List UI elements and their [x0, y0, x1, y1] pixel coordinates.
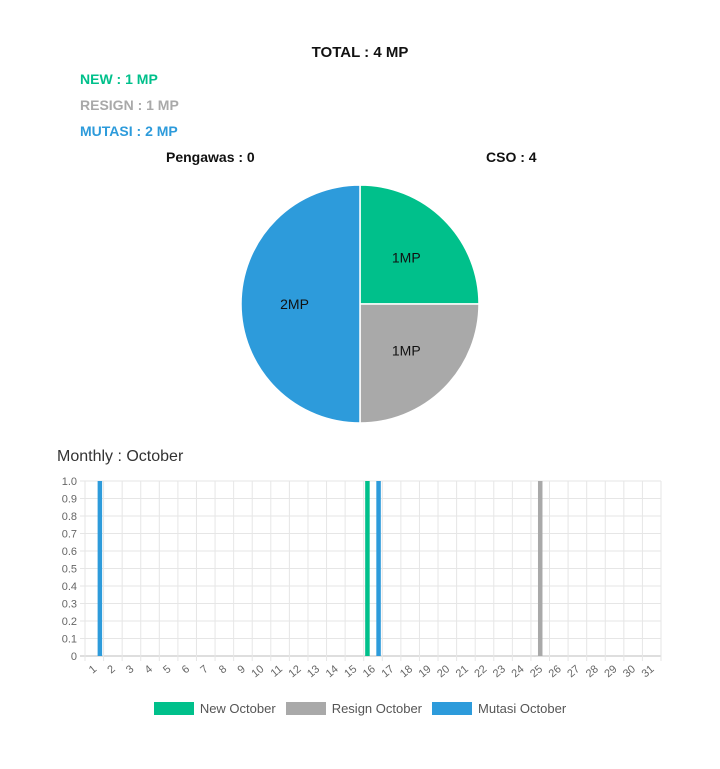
- legend-label-resign: Resign October: [331, 701, 423, 716]
- x-tick-label: 2: [105, 663, 117, 676]
- y-tick-label: 0.6: [62, 546, 77, 558]
- x-tick-label: 9: [235, 663, 247, 676]
- legend-label-mutasi: Mutasi October: [478, 701, 567, 716]
- legend-swatch-resign: [285, 702, 326, 715]
- pie-slice-new[interactable]: [359, 184, 480, 305]
- y-tick-label: 0.1: [62, 634, 77, 646]
- pie-chart: 1MP 1MP 2MP: [240, 184, 480, 424]
- pengawas-count-label: Pengawas : 0: [166, 149, 255, 165]
- x-tick-label: 18: [398, 663, 415, 680]
- pie-slice-mutasi[interactable]: [240, 184, 361, 424]
- x-tick-label: 17: [379, 663, 396, 680]
- legend-swatch-mutasi: [432, 702, 473, 715]
- cso-count-label: CSO : 4: [486, 149, 537, 165]
- pie-slice-resign[interactable]: [359, 303, 480, 424]
- x-tick-label: 6: [180, 663, 192, 676]
- monthly-bar-chart: 00.10.20.30.40.50.60.70.80.91.01 2 3 4 5 6 7 8 9…: [62, 476, 662, 680]
- pie-label-resign: 1MP: [392, 342, 421, 358]
- y-tick-label: 0.3: [62, 599, 77, 611]
- y-tick-label: 0.9: [62, 494, 77, 506]
- x-tick-label: 31: [640, 663, 657, 680]
- x-tick-label: 8: [217, 663, 229, 676]
- x-tick-label: 25: [528, 663, 545, 680]
- y-tick-label: 0: [71, 651, 77, 663]
- monthly-chart-title: Monthly : October: [57, 448, 184, 465]
- x-tick-label: 24: [509, 663, 526, 680]
- total-label: TOTAL : 4 MP: [311, 44, 409, 61]
- bar-chart-legend: New October Resign October Mutasi Octobe…: [0, 701, 720, 716]
- legend-item-mutasi[interactable]: Mutasi October: [432, 701, 566, 716]
- bar-resign-day-25[interactable]: [537, 481, 543, 656]
- y-tick-label: 0.5: [62, 564, 77, 576]
- x-tick-label: 19: [417, 663, 434, 680]
- bar-new-day-16[interactable]: [365, 481, 370, 656]
- legend-item-new[interactable]: New October: [153, 701, 276, 716]
- x-tick-label: 3: [124, 663, 136, 676]
- x-tick-label: 22: [472, 663, 489, 680]
- x-tick-label: 15: [342, 663, 359, 680]
- x-tick-label: 27: [565, 663, 582, 680]
- y-tick-label: 0.2: [62, 616, 77, 628]
- x-tick-label: 10: [249, 663, 266, 680]
- y-tick-label: 0.7: [62, 529, 77, 541]
- legend-label-new: New October: [199, 701, 276, 716]
- legend-swatch-new: [153, 702, 194, 715]
- x-tick-label: 1: [87, 663, 99, 676]
- x-tick-label: 7: [198, 663, 210, 676]
- x-tick-label: 23: [491, 663, 508, 680]
- x-tick-label: 5: [161, 663, 173, 676]
- bar-mutasi-day-1[interactable]: [97, 481, 103, 656]
- y-tick-label: 1.0: [62, 476, 77, 488]
- x-tick-label: 13: [305, 663, 322, 680]
- y-tick-label: 0.4: [62, 581, 77, 593]
- pie-label-mutasi: 2MP: [280, 296, 309, 312]
- resign-count-label: RESIGN : 1 MP: [80, 97, 179, 113]
- x-tick-label: 16: [361, 663, 378, 680]
- x-tick-label: 29: [602, 663, 619, 680]
- y-tick-label: 0.8: [62, 511, 77, 523]
- x-tick-label: 30: [621, 663, 638, 680]
- x-tick-label: 4: [143, 663, 155, 676]
- x-tick-label: 12: [287, 663, 304, 680]
- x-tick-label: 20: [435, 663, 452, 680]
- legend-item-resign[interactable]: Resign October: [285, 701, 423, 716]
- pie-label-new: 1MP: [392, 250, 421, 266]
- x-tick-label: 21: [454, 663, 471, 680]
- bar-mutasi-day-16[interactable]: [376, 481, 381, 656]
- mutasi-count-label: MUTASI : 2 MP: [80, 123, 178, 139]
- x-tick-label: 14: [324, 663, 341, 680]
- x-tick-label: 28: [584, 663, 601, 680]
- new-count-label: NEW : 1 MP: [80, 71, 158, 87]
- x-tick-label: 11: [269, 663, 285, 680]
- x-tick-label: 26: [547, 663, 564, 680]
